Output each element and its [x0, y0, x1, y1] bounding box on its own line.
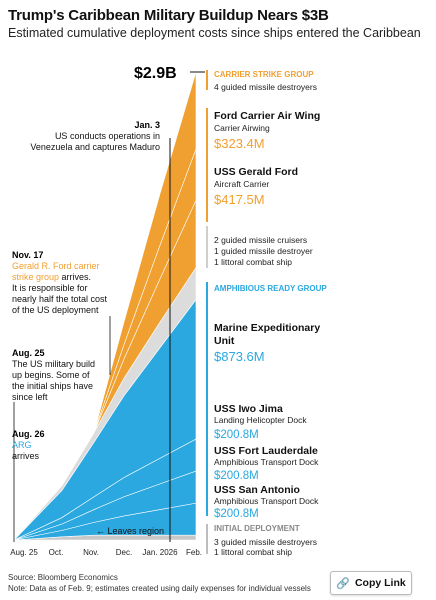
jan3-date: Jan. 3: [134, 120, 160, 130]
iwo-name: USS Iwo Jima: [214, 403, 283, 415]
nov17-line1: Gerald R. Ford carrier: [12, 261, 100, 271]
aug25-date: Aug. 25: [12, 348, 45, 358]
ftl-sub: Amphibious Transport Dock: [214, 457, 319, 467]
nov17-line2: strike group arrives.: [12, 272, 91, 282]
chart-title: Trump's Caribbean Military Buildup Nears…: [8, 7, 329, 24]
sa-cost: $200.8M: [214, 508, 259, 520]
chart-subtitle: Estimated cumulative deployment costs si…: [8, 26, 421, 40]
ford-cost: $417.5M: [214, 192, 265, 207]
x-tick-label: Oct.: [49, 548, 64, 557]
init-line1: 3 guided missile destroyers: [214, 537, 317, 547]
total-label: $2.9B: [134, 65, 177, 82]
csg-color-bar: [206, 70, 208, 90]
ford-sub: Aircraft Carrier: [214, 179, 269, 189]
data-note: Note: Data as of Feb. 9; estimates creat…: [8, 584, 311, 593]
aug25-line2: up begins. Some of: [12, 370, 90, 380]
x-tick-label: Dec.: [116, 548, 132, 557]
link-icon: 🔗: [336, 577, 350, 590]
aug26-date: Aug. 26: [12, 429, 45, 439]
x-tick-label: Jan. 2026: [142, 548, 178, 557]
init-line2: 1 littoral combat ship: [214, 547, 292, 557]
source-note: Source: Bloomberg Economics: [8, 573, 118, 582]
mid-color-bar: [206, 226, 208, 268]
init-header: INITIAL DEPLOYMENT: [214, 524, 300, 533]
ftl-name: USS Fort Lauderdale: [214, 445, 318, 457]
csg-header: CARRIER STRIKE GROUP: [214, 70, 314, 79]
aug25-line3: the initial ships have: [12, 381, 93, 391]
ftl-cost: $200.8M: [214, 470, 259, 482]
jan3-line1: US conducts operations in: [55, 131, 160, 141]
nov17-strike-group: strike group: [12, 272, 59, 282]
stacked-areas: [13, 71, 197, 541]
x-tick-label: Aug. 25: [10, 548, 38, 557]
nov17-arrives: arrives.: [59, 272, 91, 282]
meu-cost: $873.6M: [214, 349, 265, 364]
copy-link-button[interactable]: 🔗 Copy Link: [330, 571, 412, 595]
arg-color-bar: [206, 282, 208, 516]
area-carrier-strike-group-destroyers: [13, 71, 197, 541]
mid-line3: 1 littoral combat ship: [214, 257, 292, 267]
csg-sub: 4 guided missile destroyers: [214, 82, 317, 92]
leaves-region-label: ← Leaves region: [96, 526, 164, 536]
jan3-line2: Venezuela and captures Maduro: [30, 142, 160, 152]
ford-name: USS Gerald Ford: [214, 166, 298, 178]
ford-wing-name: Ford Carrier Air Wing: [214, 110, 320, 122]
nov17-date: Nov. 17: [12, 250, 43, 260]
aug25-line4: since left: [12, 392, 48, 402]
sa-name: USS San Antonio: [214, 484, 300, 496]
ford-wing-cost: $323.4M: [214, 136, 265, 151]
copy-link-label: Copy Link: [354, 577, 406, 589]
sa-sub: Amphibious Transport Dock: [214, 496, 319, 506]
ford-wing-sub: Carrier Airwing: [214, 123, 270, 133]
meu-name-l2: Unit: [214, 335, 235, 347]
ford-color-bar: [206, 164, 208, 222]
nov17-line5: of the US deployment: [12, 305, 99, 315]
ford-wing-color-bar: [206, 108, 208, 164]
x-tick-label: Nov.: [83, 548, 99, 557]
x-tick-label: Feb.: [186, 548, 202, 557]
aug26-arg: ARG: [12, 440, 32, 450]
nov17-line4: nearly half the total cost: [12, 294, 108, 304]
mid-line2: 1 guided missile destroyer: [214, 246, 313, 256]
init-color-bar: [206, 524, 208, 554]
aug25-line1: The US military build: [12, 359, 95, 369]
aug26-arrives: arrives: [12, 451, 40, 461]
meu-name-l1: Marine Expeditionary: [214, 322, 320, 334]
iwo-cost: $200.8M: [214, 429, 259, 441]
mid-line1: 2 guided missile cruisers: [214, 235, 307, 245]
iwo-sub: Landing Helicopter Dock: [214, 415, 307, 425]
x-axis: Aug. 25 Oct. Nov. Dec. Jan. 2026 Feb.: [10, 548, 202, 557]
nov17-line3: It is responsible for: [12, 283, 88, 293]
arg-header: AMPHIBIOUS READY GROUP: [214, 284, 327, 293]
